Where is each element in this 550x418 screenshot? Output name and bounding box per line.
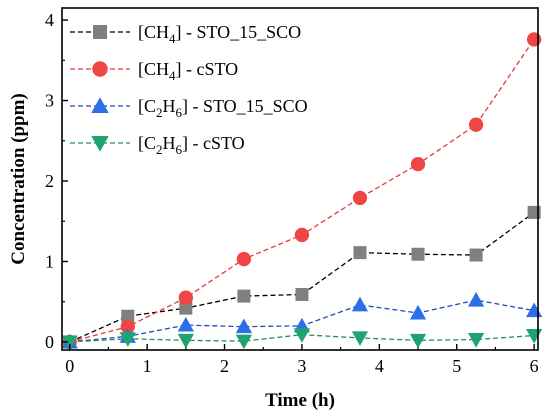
axes: 0 1 2 3 4 5 6 0 1 2 3 4 [45, 7, 539, 376]
x-tick-label: 4 [375, 356, 384, 376]
x-tick-label: 1 [143, 356, 152, 376]
x-tick-label: 2 [220, 356, 229, 376]
legend-label: [C2H6] - cSTO [138, 133, 245, 157]
data-point-series-1 [179, 301, 193, 315]
legend-marker [91, 97, 109, 113]
data-point-series-4 [467, 333, 485, 348]
data-point-series-2 [294, 227, 310, 243]
data-point-series-2 [352, 190, 368, 206]
data-point-series-1 [411, 247, 425, 261]
data-point-series-2 [236, 251, 252, 267]
x-tick-label: 0 [65, 356, 74, 376]
x-tick-label: 6 [530, 356, 539, 376]
data-point-series-1 [295, 287, 309, 301]
y-tick-label: 0 [45, 332, 54, 352]
data-point-series-4 [177, 333, 194, 349]
legend-label: [C2H6] - STO_15_SCO [138, 96, 308, 120]
y-tick-label: 4 [45, 10, 54, 30]
data-point-series-4 [235, 334, 253, 350]
y-tick-label: 3 [45, 91, 54, 111]
legend-item-2: [CH4] - cSTO [70, 59, 238, 83]
legend-marker [93, 25, 107, 39]
data-point-series-4 [293, 328, 311, 343]
data-point-series-1 [121, 309, 135, 323]
x-tick-label: 3 [297, 356, 306, 376]
legend-marker [92, 61, 108, 77]
data-point-series-1 [469, 248, 483, 262]
data-point-series-3 [467, 291, 485, 307]
legend-label: [CH4] - STO_15_SCO [138, 22, 301, 46]
data-point-series-4 [119, 332, 136, 347]
legend-label: [CH4] - cSTO [138, 59, 238, 83]
data-point-series-2 [410, 156, 426, 172]
data-point-series-4 [61, 335, 78, 351]
y-axis-label: Concentration (ppm) [8, 93, 29, 265]
data-point-series-2 [468, 117, 484, 132]
y-tick-label: 2 [45, 171, 54, 191]
data-point-series-2 [526, 32, 542, 47]
legend-item-3: [C2H6] - STO_15_SCO [70, 96, 308, 120]
series-layer [61, 32, 543, 351]
data-point-series-2 [178, 290, 193, 305]
data-point-series-3 [177, 316, 194, 332]
legend-item-1: [CH4] - STO_15_SCO [70, 22, 301, 46]
data-point-series-2 [120, 319, 135, 334]
y-tick-label: 1 [45, 251, 54, 271]
data-point-series-3 [235, 318, 253, 334]
x-tick-label: 5 [452, 356, 461, 376]
series-line-1 [69, 211, 535, 343]
data-point-series-4 [409, 333, 427, 349]
legend-item-4: [C2H6] - cSTO [70, 133, 245, 157]
data-point-series-4 [351, 331, 369, 347]
x-axis-label: Time (h) [265, 390, 335, 411]
legend: [CH4] - STO_15_SCO [CH4] - cSTO [C2H6] - S… [70, 22, 308, 157]
data-point-series-1 [237, 289, 251, 303]
legend-marker [91, 136, 109, 152]
data-point-series-1 [353, 246, 367, 260]
data-point-series-3 [351, 296, 369, 312]
plot-frame [61, 7, 539, 351]
data-point-series-3 [409, 304, 427, 320]
